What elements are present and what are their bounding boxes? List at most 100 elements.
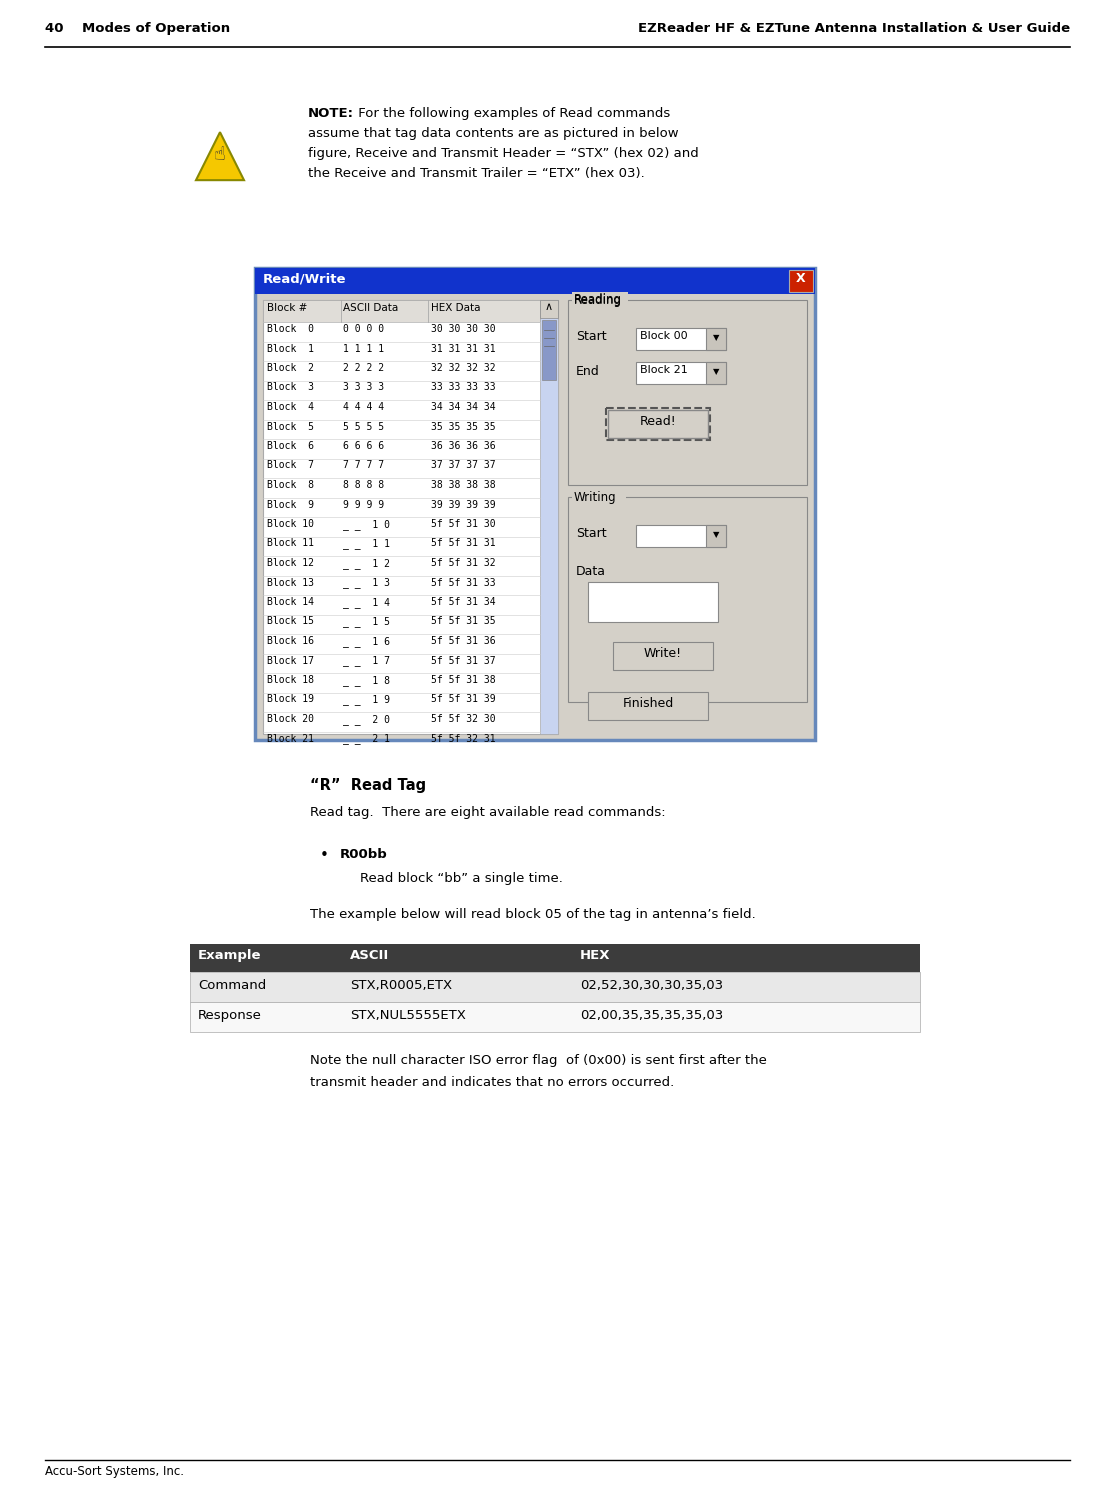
Text: 32 32 32 32: 32 32 32 32	[431, 363, 496, 372]
Text: 8 8 8 8: 8 8 8 8	[343, 480, 384, 490]
Bar	[613, 641, 713, 670]
Text: _ _  1 9: _ _ 1 9	[343, 695, 390, 706]
Text: 34 34 34 34: 34 34 34 34	[431, 402, 496, 413]
Text: ASCII: ASCII	[350, 949, 389, 961]
Text: Block 20: Block 20	[267, 715, 314, 724]
Text: _ _  1 0: _ _ 1 0	[343, 519, 390, 529]
Text: Start: Start	[575, 330, 607, 342]
Text: Block 19: Block 19	[267, 695, 314, 704]
Bar	[635, 327, 725, 350]
Text: 1 1 1 1: 1 1 1 1	[343, 344, 384, 353]
Text: Block 11: Block 11	[267, 538, 314, 549]
Bar	[635, 362, 725, 384]
Text: Finished: Finished	[622, 697, 673, 710]
Text: Block  3: Block 3	[267, 383, 314, 393]
Bar	[588, 582, 718, 622]
Text: 5f 5f 31 35: 5f 5f 31 35	[431, 616, 496, 626]
Text: Accu-Sort Systems, Inc.: Accu-Sort Systems, Inc.	[46, 1465, 184, 1479]
Text: 4 4 4 4: 4 4 4 4	[343, 402, 384, 413]
Bar	[705, 327, 725, 350]
Text: ▼: ▼	[713, 531, 719, 540]
Text: R00bb: R00bb	[340, 848, 388, 861]
Text: 5f 5f 31 37: 5f 5f 31 37	[431, 655, 496, 665]
Text: _ _  1 7: _ _ 1 7	[343, 655, 390, 667]
Text: Block 00: Block 00	[640, 330, 688, 341]
Text: 30 30 30 30: 30 30 30 30	[431, 324, 496, 333]
Text: 7 7 7 7: 7 7 7 7	[343, 460, 384, 471]
Text: Block 21: Block 21	[267, 734, 314, 743]
Bar	[190, 943, 920, 972]
Text: 35 35 35 35: 35 35 35 35	[431, 422, 496, 432]
Text: End: End	[575, 365, 600, 378]
Bar	[705, 362, 725, 384]
Text: 6 6 6 6: 6 6 6 6	[343, 441, 384, 451]
Text: ▼: ▼	[713, 366, 719, 377]
Text: “R”  Read Tag: “R” Read Tag	[310, 777, 427, 792]
Text: figure, Receive and Transmit Header = “STX” (hex 02) and: figure, Receive and Transmit Header = “S…	[308, 147, 699, 160]
Text: 38 38 38 38: 38 38 38 38	[431, 480, 496, 490]
Text: Reading: Reading	[574, 295, 622, 306]
Bar	[588, 692, 708, 721]
Text: Reading: Reading	[574, 293, 622, 306]
Bar	[540, 300, 558, 318]
Text: transmit header and indicates that no errors occurred.: transmit header and indicates that no er…	[310, 1076, 674, 1088]
Bar	[608, 410, 708, 438]
Text: Data: Data	[575, 565, 605, 579]
Text: Command: Command	[198, 979, 267, 993]
Text: _ _  1 4: _ _ 1 4	[343, 597, 390, 608]
Text: Read block “bb” a single time.: Read block “bb” a single time.	[360, 872, 563, 885]
Text: ▼: ▼	[713, 333, 719, 342]
Text: Block 16: Block 16	[267, 635, 314, 646]
Bar	[568, 496, 807, 703]
Bar	[190, 1002, 920, 1032]
Text: Block  7: Block 7	[267, 460, 314, 471]
Text: Block 17: Block 17	[267, 655, 314, 665]
Text: Block  1: Block 1	[267, 344, 314, 353]
Text: Block #: Block #	[267, 303, 308, 312]
Text: Write!: Write!	[644, 647, 682, 659]
Bar	[572, 489, 625, 502]
Bar	[605, 408, 710, 440]
Text: ASCII Data: ASCII Data	[343, 303, 398, 312]
Bar	[263, 300, 540, 321]
Bar	[568, 300, 807, 484]
Text: 3 3 3 3: 3 3 3 3	[343, 383, 384, 393]
Text: STX,NUL5555ETX: STX,NUL5555ETX	[350, 1009, 466, 1023]
Text: The example below will read block 05 of the tag in antenna’s field.: The example below will read block 05 of …	[310, 907, 755, 921]
Text: •: •	[320, 848, 329, 863]
Bar	[542, 320, 556, 380]
Text: Block 21: Block 21	[640, 365, 688, 375]
Text: Block 14: Block 14	[267, 597, 314, 607]
Text: EZReader HF & EZTune Antenna Installation & User Guide: EZReader HF & EZTune Antenna Installatio…	[638, 22, 1070, 34]
Text: 0 0 0 0: 0 0 0 0	[343, 324, 384, 333]
Text: _ _  2 0: _ _ 2 0	[343, 715, 390, 725]
Text: the Receive and Transmit Trailer = “ETX” (hex 03).: the Receive and Transmit Trailer = “ETX”…	[308, 167, 644, 179]
Text: _ _  1 5: _ _ 1 5	[343, 616, 390, 628]
Bar	[190, 972, 920, 1002]
Text: Read/Write: Read/Write	[263, 272, 347, 286]
Text: Block  4: Block 4	[267, 402, 314, 413]
Text: _ _  1 6: _ _ 1 6	[343, 635, 390, 647]
Text: Block  5: Block 5	[267, 422, 314, 432]
Text: For the following examples of Read commands: For the following examples of Read comma…	[354, 108, 670, 120]
Text: 5f 5f 32 30: 5f 5f 32 30	[431, 715, 496, 724]
Text: 5f 5f 31 31: 5f 5f 31 31	[431, 538, 496, 549]
Text: ∧: ∧	[544, 302, 553, 312]
Text: _ _  1 8: _ _ 1 8	[343, 676, 390, 686]
Text: Block 13: Block 13	[267, 577, 314, 588]
Text: Block  2: Block 2	[267, 363, 314, 372]
Text: Note the null character ISO error flag  of (0x00) is sent first after the: Note the null character ISO error flag o…	[310, 1054, 767, 1067]
Text: 5f 5f 31 39: 5f 5f 31 39	[431, 695, 496, 704]
Text: 2 2 2 2: 2 2 2 2	[343, 363, 384, 372]
Text: Block 15: Block 15	[267, 616, 314, 626]
Text: 02,52,30,30,30,35,03: 02,52,30,30,30,35,03	[580, 979, 723, 993]
Bar	[256, 268, 815, 295]
Text: _ _  1 3: _ _ 1 3	[343, 577, 390, 589]
Polygon shape	[196, 132, 244, 181]
Text: _ _  2 1: _ _ 2 1	[343, 734, 390, 745]
Text: 5 5 5 5: 5 5 5 5	[343, 422, 384, 432]
Text: Block 18: Block 18	[267, 676, 314, 685]
Text: Read tag.  There are eight available read commands:: Read tag. There are eight available read…	[310, 806, 665, 819]
Bar	[540, 300, 558, 734]
Text: 40    Modes of Operation: 40 Modes of Operation	[46, 22, 230, 34]
